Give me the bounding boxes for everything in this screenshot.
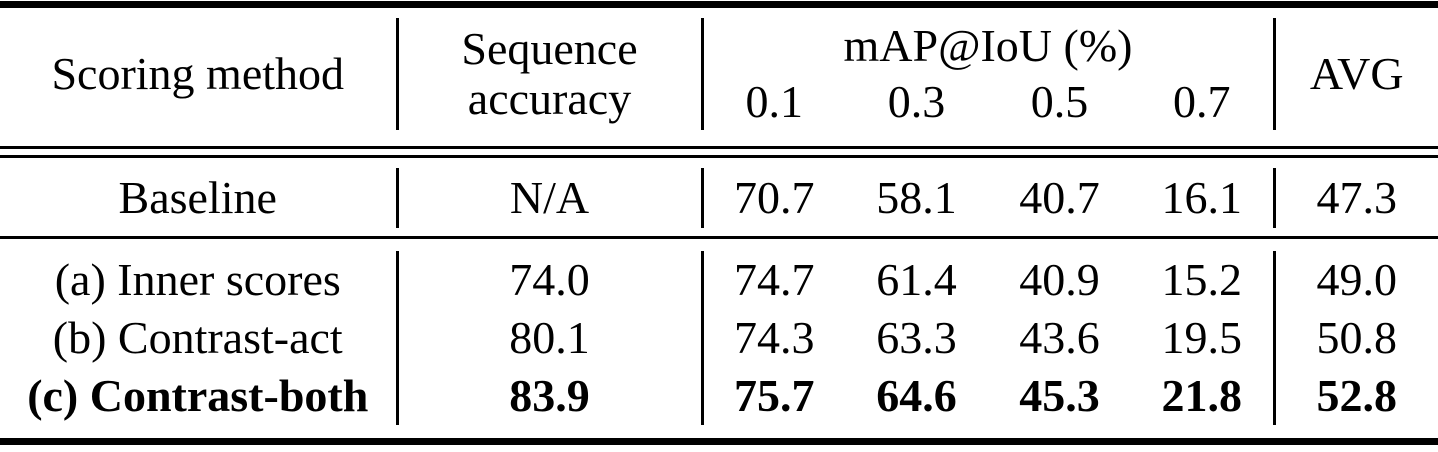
header-iou-threshold-0: 0.1 — [700, 74, 845, 130]
header-scoring-method: Scoring method — [51, 47, 345, 99]
avg-cell: 49.0 — [1272, 251, 1438, 309]
method-cell: (b) Contrast-act — [52, 311, 343, 363]
header-iou-threshold-2: 0.5 — [1030, 75, 1089, 127]
sequence-accuracy-cell: 74.0 — [395, 251, 702, 309]
header-iou-threshold-3: 0.7 — [1173, 75, 1231, 127]
double-rule — [0, 146, 1438, 158]
method-cell: (a) Inner scores — [54, 253, 341, 305]
header-map-iou-spanner: mAP@IoU (%) — [700, 18, 1274, 74]
baseline-avg-cell: 47.3 — [1272, 168, 1438, 228]
spacer-row — [0, 157, 1438, 169]
map-0.3-cell: 61.4 — [876, 253, 957, 305]
map-0.5-cell: 43.6 — [1019, 311, 1100, 363]
spacer-row — [0, 228, 1438, 238]
header-sequence-accuracy-line1: Sequence — [461, 22, 638, 74]
table-row-contrast-act: (b) Contrast-act 80.1 74.3 63.3 43.6 19.… — [0, 309, 1438, 367]
single-rule — [0, 236, 1438, 251]
map-0.1-cell: 74.3 — [700, 309, 845, 367]
header-sequence-accuracy: Sequence accuracy — [395, 18, 702, 130]
baseline-map-0.1-cell: 70.7 — [700, 168, 845, 228]
spacer-row — [0, 425, 1438, 442]
map-0.3-cell: 64.6 — [876, 369, 957, 421]
spacer-row — [0, 5, 1438, 19]
baseline-map-0.3-cell: 58.1 — [876, 171, 957, 223]
table-row-inner-scores: (a) Inner scores 74.0 74.7 61.4 40.9 15.… — [0, 251, 1438, 309]
method-cell: (c) Contrast-both — [27, 369, 369, 421]
sequence-accuracy-cell: 80.1 — [395, 309, 702, 367]
header-row-1: Scoring method Sequence accuracy mAP@IoU… — [0, 18, 1438, 130]
map-0.7-cell: 15.2 — [1161, 253, 1243, 305]
map-0.5-cell: 40.9 — [1019, 253, 1100, 305]
header-iou-threshold-1: 0.3 — [887, 75, 946, 127]
baseline-map-0.5-cell: 40.7 — [1019, 171, 1100, 223]
map-0.1-cell: 75.7 — [700, 367, 845, 425]
map-0.7-cell: 21.8 — [1161, 369, 1243, 421]
header-row-2: 0.1 0.3 0.5 0.7 — [0, 74, 1438, 130]
header-sequence-accuracy-line2: accuracy — [467, 73, 632, 124]
map-0.1-cell: 74.7 — [700, 251, 845, 309]
table-row-baseline: Baseline N/A 70.7 58.1 40.7 16.1 47.3 — [0, 168, 1438, 228]
table-row-contrast-both: (c) Contrast-both 83.9 75.7 64.6 45.3 21… — [0, 367, 1438, 425]
header-avg: AVG — [1272, 18, 1438, 130]
map-0.5-cell: 45.3 — [1019, 369, 1100, 421]
map-0.7-cell: 19.5 — [1161, 311, 1243, 363]
baseline-sequence-accuracy-cell: N/A — [395, 168, 702, 228]
sequence-accuracy-cell: 83.9 — [395, 367, 702, 425]
spacer-row — [0, 130, 1438, 148]
baseline-method-cell: Baseline — [118, 171, 277, 223]
baseline-map-0.7-cell: 16.1 — [1161, 171, 1243, 223]
avg-cell: 50.8 — [1272, 309, 1438, 367]
avg-cell: 52.8 — [1272, 367, 1438, 425]
map-0.3-cell: 63.3 — [876, 311, 957, 363]
